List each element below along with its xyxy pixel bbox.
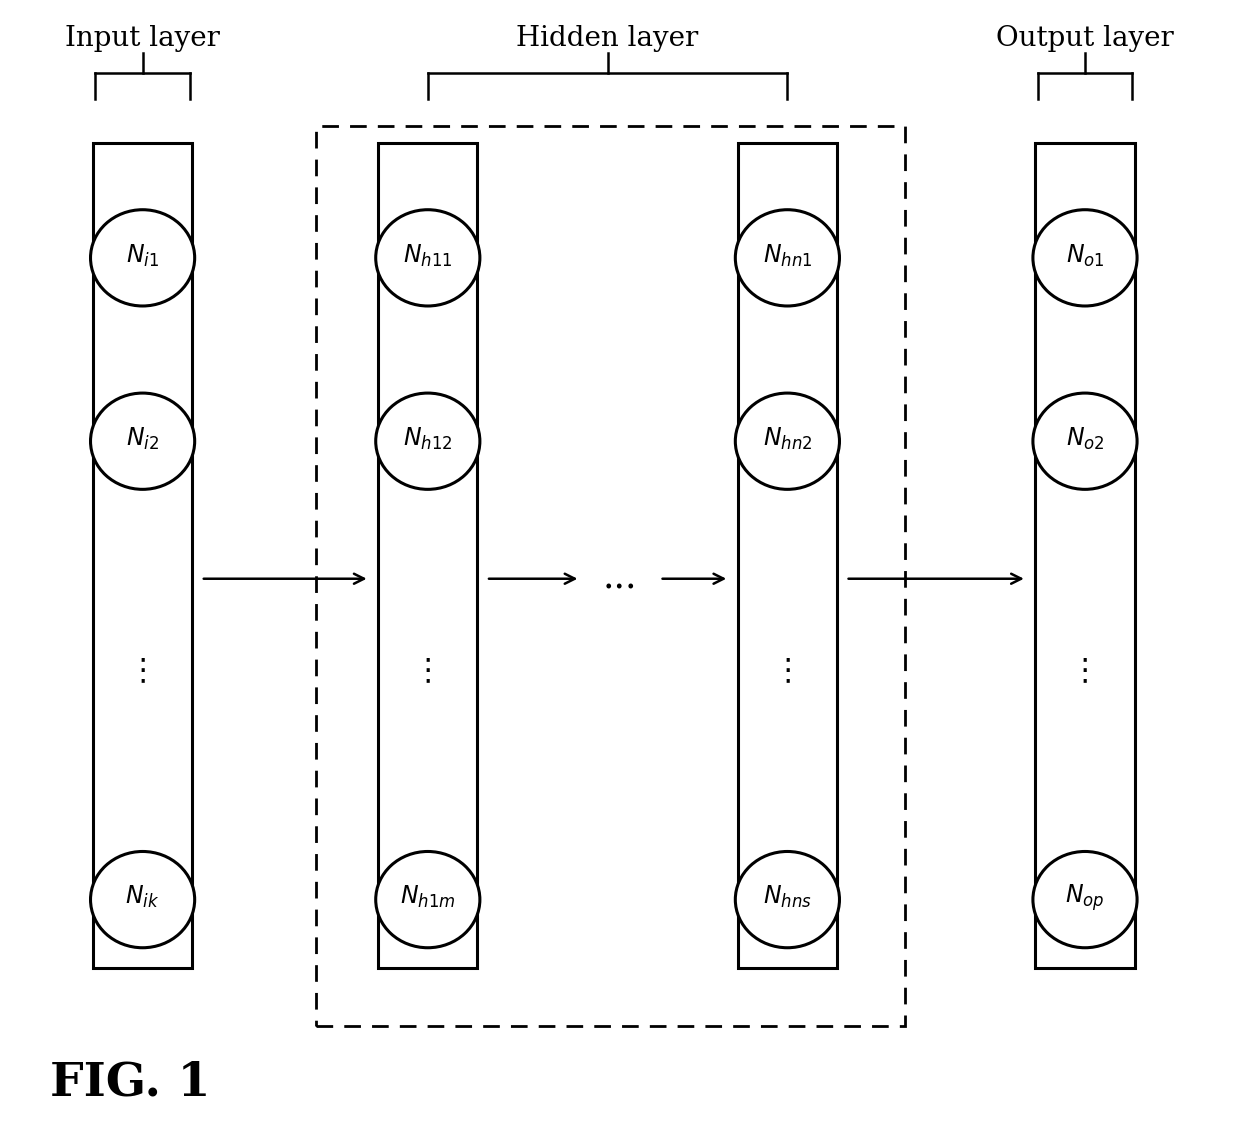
Bar <box>93 143 192 968</box>
Bar <box>316 126 905 1026</box>
Text: ⋮: ⋮ <box>413 656 443 685</box>
Text: ...: ... <box>603 562 637 596</box>
Circle shape <box>91 210 195 306</box>
Text: ⋮: ⋮ <box>1070 656 1100 685</box>
Text: ⋮: ⋮ <box>773 656 802 685</box>
Text: $N_{ik}$: $N_{ik}$ <box>125 885 160 910</box>
Circle shape <box>1033 851 1137 948</box>
Text: $N_{i1}$: $N_{i1}$ <box>126 243 159 268</box>
Text: $N_{i2}$: $N_{i2}$ <box>126 426 159 452</box>
Text: FIG. 1: FIG. 1 <box>50 1060 210 1106</box>
Text: Output layer: Output layer <box>996 24 1174 52</box>
Text: $N_{hn1}$: $N_{hn1}$ <box>763 243 812 268</box>
Text: $N_{h11}$: $N_{h11}$ <box>403 243 453 268</box>
Bar <box>738 143 837 968</box>
Text: $N_{o2}$: $N_{o2}$ <box>1065 426 1105 452</box>
Bar <box>378 143 477 968</box>
Text: $N_{h1m}$: $N_{h1m}$ <box>401 885 455 910</box>
Text: Input layer: Input layer <box>66 24 219 52</box>
Circle shape <box>735 851 839 948</box>
Circle shape <box>735 210 839 306</box>
Circle shape <box>376 210 480 306</box>
Circle shape <box>376 851 480 948</box>
Circle shape <box>1033 393 1137 489</box>
Circle shape <box>735 393 839 489</box>
Circle shape <box>1033 210 1137 306</box>
Bar <box>1035 143 1135 968</box>
Text: $N_{h12}$: $N_{h12}$ <box>403 426 453 452</box>
Text: $N_{o1}$: $N_{o1}$ <box>1065 243 1105 268</box>
Text: ⋮: ⋮ <box>128 656 157 685</box>
Text: $N_{op}$: $N_{op}$ <box>1065 882 1105 912</box>
Text: $N_{hn2}$: $N_{hn2}$ <box>763 426 812 452</box>
Circle shape <box>91 393 195 489</box>
Circle shape <box>91 851 195 948</box>
Text: $N_{hns}$: $N_{hns}$ <box>763 885 812 910</box>
Text: Hidden layer: Hidden layer <box>517 24 698 52</box>
Circle shape <box>376 393 480 489</box>
